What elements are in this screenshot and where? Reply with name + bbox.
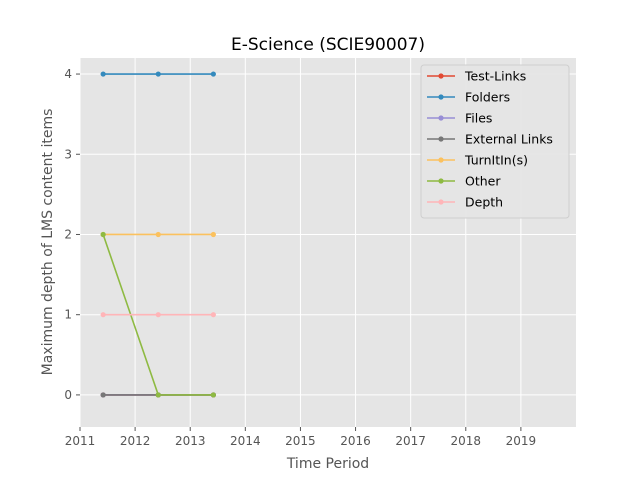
legend-item-turnitin-s: TurnItIn(s) — [427, 153, 528, 168]
chart-title: E-Science (SCIE90007) — [231, 35, 425, 55]
data-point-depth — [100, 312, 106, 318]
data-point-depth — [210, 312, 216, 318]
legend-label: Test-Links — [464, 69, 526, 84]
legend-label: Folders — [465, 90, 510, 105]
legend-swatch-marker — [438, 157, 444, 163]
legend-swatch-marker — [438, 136, 444, 142]
x-tick-label: 2018 — [451, 434, 482, 448]
legend-item-files: Files — [427, 111, 492, 126]
y-tick-label: 0 — [64, 388, 72, 402]
legend: Test-Links Folders Files External Links Turn… — [420, 64, 570, 219]
series-other — [100, 231, 216, 398]
y-tick-label: 3 — [64, 147, 72, 161]
legend-item-test-links: Test-Links — [427, 69, 526, 84]
series-turnitin-s — [100, 231, 216, 238]
legend-box — [420, 64, 570, 219]
data-point-folders — [155, 71, 161, 77]
series-folders — [100, 71, 216, 77]
legend-swatch-marker — [438, 115, 444, 121]
data-point-external-links — [100, 392, 106, 398]
x-tick-label: 2017 — [395, 434, 426, 448]
legend-item-folders: Folders — [427, 90, 510, 105]
x-tick-label: 2011 — [65, 434, 96, 448]
legend-item-depth: Depth — [427, 195, 503, 210]
legend-label: External Links — [465, 132, 553, 147]
x-tick-label: 2019 — [506, 434, 537, 448]
x-axis: 2011 2012 2013 2014 2015 2016 2017 2018 2019 — [65, 427, 536, 448]
legend-swatch-marker — [438, 94, 444, 100]
x-tick-label: 2012 — [120, 434, 151, 448]
x-axis-title: Time Period — [286, 456, 369, 472]
x-tick-label: 2016 — [340, 434, 371, 448]
y-tick-label: 1 — [64, 308, 72, 322]
y-axis-title: Maximum depth of LMS content items — [40, 109, 56, 376]
legend-swatch-marker — [438, 199, 444, 205]
data-point-turnitin-s — [155, 231, 161, 238]
data-point-other — [155, 392, 161, 398]
series-depth — [100, 312, 216, 318]
legend-item-external-links: External Links — [427, 132, 553, 147]
data-point-other — [100, 231, 106, 238]
data-point-turnitin-s — [210, 231, 216, 238]
legend-swatch-marker — [438, 178, 444, 184]
data-point-folders — [100, 71, 106, 77]
x-tick-label: 2014 — [230, 434, 261, 448]
data-point-other — [210, 392, 216, 398]
legend-label: Depth — [465, 195, 503, 210]
x-tick-label: 2015 — [285, 434, 316, 448]
legend-item-other: Other — [427, 174, 501, 189]
legend-label: TurnItIn(s) — [464, 153, 528, 168]
legend-swatch-marker — [438, 73, 444, 79]
legend-label: Other — [465, 174, 501, 189]
x-tick-label: 2013 — [175, 434, 206, 448]
legend-label: Files — [465, 111, 492, 126]
y-tick-label: 4 — [64, 67, 72, 81]
series-layer — [100, 71, 216, 398]
data-point-folders — [210, 71, 216, 77]
y-axis: 0 1 2 3 4 — [64, 67, 80, 402]
data-point-depth — [155, 312, 161, 318]
y-tick-label: 2 — [64, 227, 72, 241]
